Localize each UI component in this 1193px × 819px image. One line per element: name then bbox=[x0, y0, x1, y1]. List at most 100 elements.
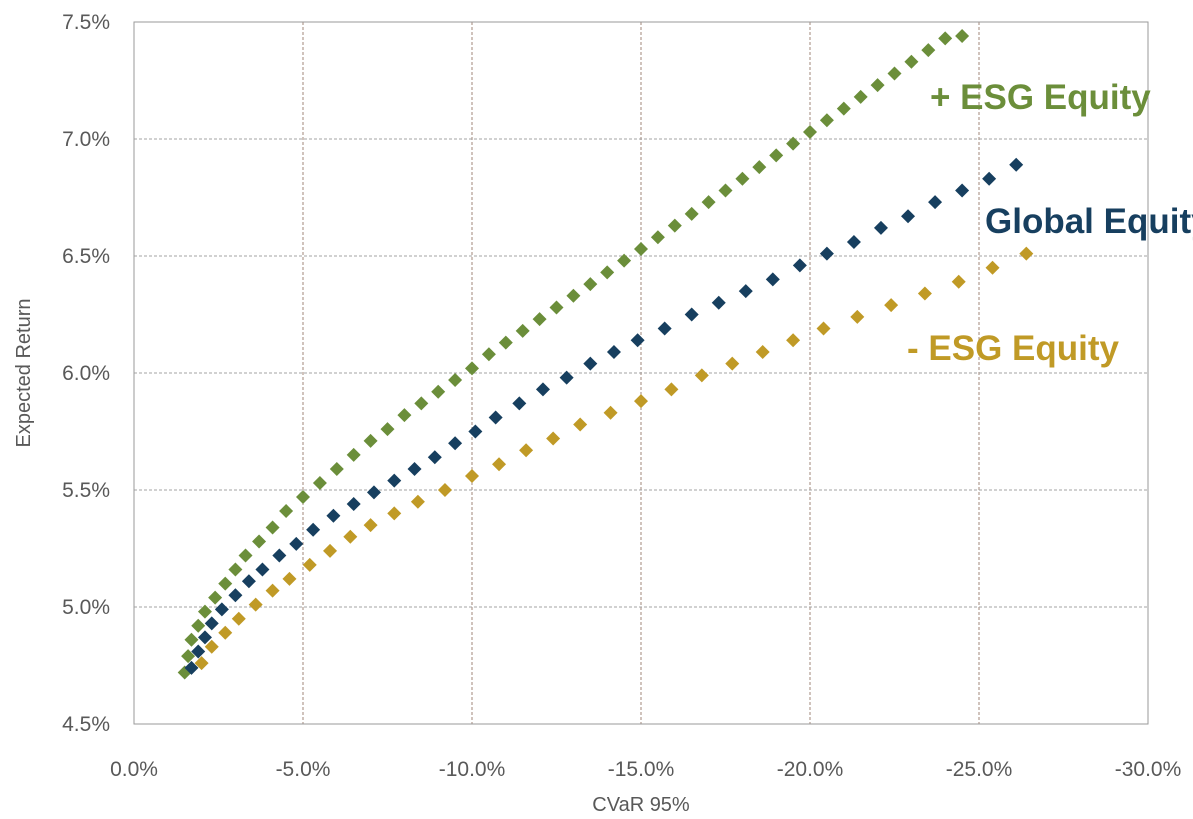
data-point-series-0 bbox=[786, 136, 801, 151]
data-point-series-2 bbox=[985, 260, 1000, 275]
data-point-series-1 bbox=[468, 424, 483, 439]
data-point-series-0 bbox=[667, 218, 682, 233]
data-point-series-0 bbox=[769, 148, 784, 163]
data-point-series-0 bbox=[735, 171, 750, 186]
data-point-series-2 bbox=[323, 543, 338, 558]
data-point-series-2 bbox=[218, 625, 233, 640]
data-point-series-2 bbox=[603, 405, 618, 420]
data-point-series-1 bbox=[873, 220, 888, 235]
series-label-global-equity: Global Equity bbox=[985, 202, 1193, 241]
data-point-series-2 bbox=[664, 382, 679, 397]
data-point-series-2 bbox=[194, 656, 209, 671]
data-point-series-0 bbox=[363, 433, 378, 448]
x-tick-label: -10.0% bbox=[439, 758, 506, 781]
data-point-series-1 bbox=[191, 644, 206, 659]
x-axis-label: CVaR 95% bbox=[592, 794, 690, 816]
data-point-series-2 bbox=[694, 368, 709, 383]
data-point-series-0 bbox=[803, 124, 817, 139]
data-point-series-1 bbox=[583, 356, 598, 371]
data-point-series-0 bbox=[515, 323, 530, 338]
data-point-series-2 bbox=[465, 468, 479, 483]
data-point-series-0 bbox=[617, 253, 632, 268]
data-point-series-1 bbox=[214, 602, 229, 617]
x-tick-label: -25.0% bbox=[946, 758, 1013, 781]
data-point-series-0 bbox=[312, 475, 327, 490]
y-tick-label: 5.5% bbox=[62, 479, 110, 502]
data-point-series-1 bbox=[657, 321, 672, 336]
data-point-series-2 bbox=[387, 506, 402, 521]
data-point-series-2 bbox=[816, 321, 831, 336]
data-point-series-0 bbox=[600, 265, 615, 280]
x-tick-label: -15.0% bbox=[608, 758, 675, 781]
data-point-series-1 bbox=[289, 536, 304, 551]
grid bbox=[134, 22, 1148, 724]
data-point-series-0 bbox=[481, 347, 496, 362]
data-point-series-2 bbox=[755, 344, 770, 359]
data-point-series-2 bbox=[951, 274, 966, 289]
data-point-series-0 bbox=[414, 396, 429, 411]
data-point-series-0 bbox=[701, 195, 716, 210]
data-point-series-1 bbox=[928, 195, 943, 210]
data-point-series-1 bbox=[255, 562, 270, 577]
data-point-series-1 bbox=[955, 183, 970, 198]
data-point-series-1 bbox=[326, 508, 341, 523]
y-tick-label: 5.0% bbox=[62, 596, 110, 619]
y-tick-label: 4.5% bbox=[62, 713, 110, 736]
data-point-series-1 bbox=[982, 171, 997, 186]
data-point-series-1 bbox=[366, 485, 381, 500]
data-point-series-0 bbox=[397, 408, 412, 423]
x-tick-labels: 0.0% -5.0% -10.0% -15.0% -20.0% -25.0% -30.0% bbox=[110, 758, 1181, 781]
x-tick-label: -30.0% bbox=[1115, 758, 1182, 781]
x-tick-label: -20.0% bbox=[777, 758, 844, 781]
data-point-series-2 bbox=[248, 597, 263, 612]
y-tick-label: 7.5% bbox=[62, 11, 110, 34]
data-point-series-1 bbox=[606, 344, 621, 359]
data-point-series-2 bbox=[231, 611, 246, 626]
data-point-series-0 bbox=[853, 89, 868, 104]
data-point-series-2 bbox=[1019, 246, 1034, 261]
data-point-series-1 bbox=[228, 588, 243, 603]
x-tick-label: -5.0% bbox=[276, 758, 331, 781]
data-point-series-2 bbox=[546, 431, 561, 446]
data-point-series-0 bbox=[532, 312, 547, 327]
data-point-series-1 bbox=[512, 396, 527, 411]
data-point-series-0 bbox=[431, 384, 446, 399]
data-point-series-2 bbox=[410, 494, 425, 509]
data-point-series-0 bbox=[238, 548, 253, 563]
y-tick-labels: 4.5% 5.0% 5.5% 6.0% 6.5% 7.0% 7.5% bbox=[62, 11, 110, 736]
data-point-series-0 bbox=[329, 461, 344, 476]
data-point-series-2 bbox=[437, 483, 452, 497]
data-point-series-0 bbox=[380, 422, 395, 437]
data-point-series-2 bbox=[573, 417, 588, 432]
data-point-series-1 bbox=[765, 272, 780, 287]
data-point-series-1 bbox=[846, 234, 861, 249]
data-point-series-2 bbox=[634, 394, 648, 409]
data-point-series-0 bbox=[346, 447, 361, 462]
data-point-series-2 bbox=[343, 529, 358, 544]
data-point-series-0 bbox=[181, 649, 196, 664]
data-point-series-0 bbox=[870, 78, 885, 93]
data-point-series-1 bbox=[241, 574, 256, 589]
data-point-series-0 bbox=[197, 604, 212, 619]
data-point-series-2 bbox=[363, 518, 378, 533]
data-point-series-0 bbox=[228, 562, 243, 577]
data-point-series-1 bbox=[204, 616, 219, 631]
data-point-series-2 bbox=[917, 286, 932, 301]
data-point-series-0 bbox=[650, 230, 665, 245]
data-point-series-0 bbox=[887, 66, 902, 81]
data-point-series-2 bbox=[204, 639, 219, 654]
data-point-series-1 bbox=[535, 382, 550, 397]
series-label-plus-esg-equity: + ESG Equity bbox=[930, 78, 1151, 117]
data-point-series-1 bbox=[197, 630, 212, 645]
data-point-series-0 bbox=[684, 206, 699, 221]
data-point-series-0 bbox=[819, 113, 834, 128]
data-point-series-0 bbox=[955, 29, 970, 44]
data-point-series-0 bbox=[279, 504, 294, 519]
data-point-series-0 bbox=[583, 277, 598, 292]
data-point-series-0 bbox=[252, 534, 267, 549]
data-point-series-0 bbox=[191, 618, 206, 633]
data-point-series-1 bbox=[630, 333, 645, 348]
data-point-series-0 bbox=[752, 160, 767, 175]
data-point-series-1 bbox=[306, 522, 321, 537]
data-point-series-1 bbox=[1009, 157, 1024, 172]
